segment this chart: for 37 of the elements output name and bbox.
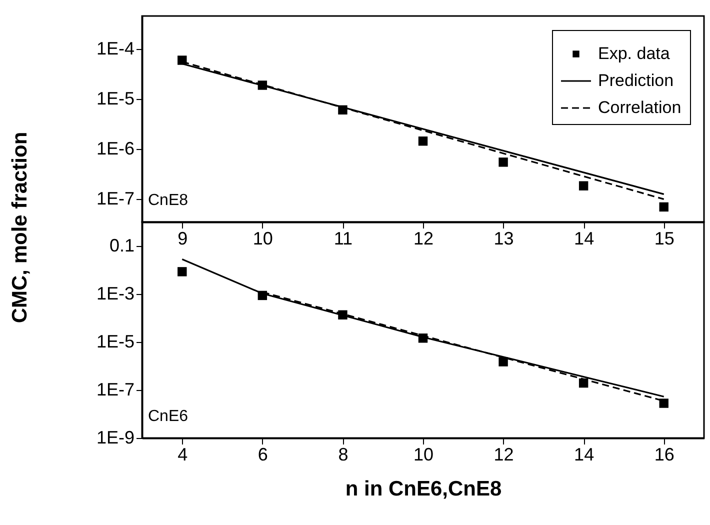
legend-label: Correlation: [598, 98, 682, 117]
x-tick-label: 12: [413, 228, 434, 248]
legend-label: Prediction: [598, 71, 674, 90]
x-tick-label: 14: [574, 444, 594, 464]
x-tick-label: 14: [574, 228, 594, 248]
y-tick-label: 1E-5: [96, 88, 134, 109]
annotation: CnE8: [148, 192, 188, 209]
point: [659, 398, 668, 408]
y-tick-label: 1E-7: [96, 188, 134, 209]
x-tick-label: 10: [413, 444, 434, 464]
point: [178, 267, 187, 276]
y-tick-label: 1E-9: [96, 428, 134, 448]
y-tick-label: 1E-5: [96, 332, 134, 352]
x-tick-label: 4: [178, 444, 188, 464]
y-tick-label: 0.1: [109, 236, 134, 256]
y-tick-label: 1E-3: [96, 284, 134, 304]
x-tick-label: 11: [334, 228, 353, 248]
legend-label: Exp. data: [598, 44, 670, 63]
x-tick-label: 16: [654, 444, 674, 464]
x-tick-label: 13: [494, 228, 514, 248]
point: [498, 158, 508, 167]
x-tick-label: 15: [654, 228, 674, 248]
point: [659, 202, 668, 212]
x-tick-label: 8: [338, 444, 348, 464]
y-axis-title: CMC, mole fraction: [8, 132, 32, 324]
x-tick-label: 9: [178, 228, 188, 248]
x-tick-label: 12: [494, 444, 514, 464]
annotation: CnE6: [148, 408, 188, 425]
y-tick-label: 1E-6: [96, 138, 134, 159]
point: [498, 357, 508, 366]
y-tick-label: 1E-4: [96, 38, 134, 59]
x-tick-label: 10: [252, 228, 273, 248]
x-axis-title: n in CnE6,CnE8: [345, 478, 502, 500]
x-tick-label: 6: [258, 444, 268, 464]
point: [418, 136, 428, 146]
point: [578, 181, 588, 190]
y-tick-label: 1E-7: [96, 380, 134, 400]
